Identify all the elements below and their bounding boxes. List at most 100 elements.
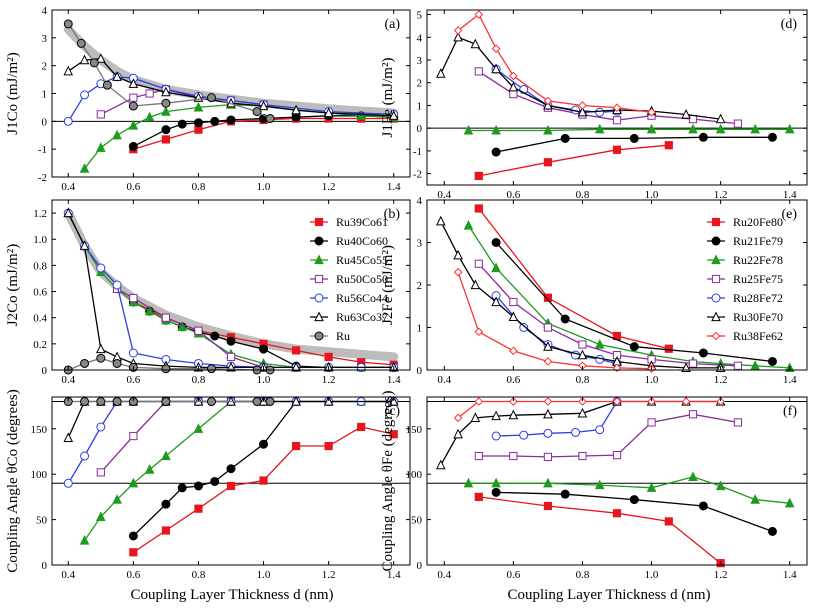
x-tick-label: 1.0 — [257, 374, 271, 386]
data-point-Ru56Co44 — [96, 263, 106, 273]
data-point-Ru25Fe75 — [578, 340, 587, 349]
data-point-Ru40Co60 — [226, 464, 236, 474]
data-point-Ru30Fe70 — [508, 311, 519, 321]
data-point-Ru — [265, 114, 275, 124]
data-point-Ru30Fe70 — [543, 408, 553, 419]
data-point-Ru20Fe80 — [543, 158, 553, 167]
data-point-Ru30Fe70 — [453, 31, 463, 42]
data-point-Ru22Fe78 — [594, 479, 605, 490]
x-tick-label: 0.6 — [506, 189, 520, 201]
data-point-Ru22Fe78 — [491, 262, 501, 273]
data-point-Ru — [252, 107, 262, 117]
x-tick-label: 0.6 — [126, 181, 140, 193]
data-point-Ru63Co37 — [96, 53, 106, 63]
x-tick-label: 0.8 — [576, 569, 590, 581]
data-point-Ru — [206, 397, 216, 407]
data-point-Ru39Co61 — [291, 346, 301, 355]
data-point-Ru40Co60 — [226, 336, 236, 346]
data-point-Ru38Fe62 — [612, 103, 622, 113]
x-tick-label: 0.4 — [61, 569, 75, 581]
data-point-Ru56Co44 — [80, 90, 90, 100]
y-tick-label: 150 — [31, 424, 48, 436]
x-tick-label: 1.2 — [714, 189, 728, 201]
data-point-Ru25Fe75 — [647, 418, 656, 427]
data-point-Ru25Fe75 — [509, 297, 518, 307]
y-tick-label: -1 — [413, 146, 422, 158]
data-point-Ru38Fe62 — [647, 397, 656, 406]
data-point-Ru56Co44 — [63, 478, 73, 488]
data-point-Ru22Fe78 — [715, 123, 726, 134]
y-tick-label: 0.6 — [33, 287, 47, 299]
x-tick-label: 1.2 — [714, 569, 728, 581]
data-point-Ru25Fe75 — [474, 259, 483, 268]
series-line-Ru20Fe80 — [478, 208, 669, 350]
chart-panel-d: 0.4 0.6 0.8 1.0 1.2 1.4 -2 -1 0 1 2 3 4 5 (d) J1Fe (mJ/… — [380, 9, 808, 201]
data-point-Ru63Co37 — [291, 104, 301, 115]
data-point-Ru30Fe70 — [508, 409, 519, 420]
data-point-Ru50Co50 — [145, 89, 154, 98]
data-point-Ru45Co55 — [79, 534, 90, 545]
data-point-Ru22Fe78 — [491, 477, 501, 488]
series-line-Ru63Co37 — [67, 212, 394, 369]
x-tick-label: 0.8 — [576, 189, 590, 201]
data-point-Ru25Fe75 — [612, 116, 622, 125]
panels: 0.4 0.6 0.8 1.0 1.2 1.4 -2 -1 0 1 2 3 4 (a) J1Co (mJ/m… — [5, 5, 808, 581]
x-tick-label: 0.8 — [192, 181, 206, 193]
data-point-Ru38Fe62 — [578, 397, 587, 406]
data-point-Ru22Fe78 — [688, 123, 698, 134]
y-tick-label: 3 — [417, 55, 423, 67]
data-point-Ru40Co60 — [291, 112, 301, 122]
series-line-Ru40Co60 — [132, 400, 394, 537]
data-point-Ru56Co44 — [128, 348, 138, 358]
legend-marker-Ru45Co55 — [314, 254, 324, 265]
data-point-Ru21Fe79 — [491, 238, 501, 247]
x-tick-label: 1.4 — [387, 181, 401, 193]
data-point-Ru39Co61 — [389, 430, 398, 439]
legend-label-Ru56Co44: Ru56Co44 — [336, 291, 388, 305]
x-tick-label: 0.4 — [437, 374, 451, 386]
x-axis-label-right: Coupling Layer Thickness d (nm) — [507, 587, 710, 603]
data-point-Ru — [89, 58, 99, 68]
data-point-Ru40Co60 — [161, 125, 171, 135]
series-line-Ru20Fe80 — [478, 496, 722, 564]
series-line-Ru25Fe75 — [478, 263, 738, 367]
data-point-Ru50Co50 — [129, 293, 138, 303]
data-point-Ru20Fe80 — [543, 293, 553, 302]
data-point-Ru25Fe75 — [733, 119, 743, 128]
data-point-Ru22Fe78 — [784, 497, 795, 508]
y-tick-label: 1 — [417, 323, 423, 335]
data-point-Ru45Co55 — [96, 511, 106, 521]
data-point-Ru38Fe62 — [453, 413, 463, 423]
data-point-Ru21Fe79 — [698, 132, 708, 142]
data-point-Ru63Co37 — [63, 65, 74, 76]
data-point-Ru38Fe62 — [543, 357, 553, 366]
data-point-Ru38Fe62 — [647, 107, 656, 117]
data-point-Ru40Co60 — [161, 499, 171, 509]
data-point-Ru56Co44 — [96, 422, 106, 432]
legend-marker-Ru30Fe70 — [711, 311, 721, 322]
y-tick-label: 1.0 — [33, 234, 47, 246]
legend-marker-Ru28Fe72 — [711, 293, 721, 303]
data-point-Ru — [128, 101, 138, 111]
y-tick-label: 0 — [42, 365, 48, 377]
legend-marker-Ru38Fe62 — [711, 331, 721, 341]
data-point-Ru20Fe80 — [474, 204, 483, 213]
data-point-Ru30Fe70 — [715, 113, 726, 124]
y-tick-label: 2 — [42, 61, 48, 73]
data-point-Ru45Co55 — [112, 494, 122, 504]
data-point-Ru63Co37 — [128, 78, 139, 88]
x-tick-label: 0.4 — [437, 569, 451, 581]
legend-label-Ru21Fe79: Ru21Fe79 — [733, 234, 783, 248]
data-point-Ru38Fe62 — [543, 96, 553, 106]
data-point-Ru20Fe80 — [543, 501, 553, 511]
x-tick-label: 0.6 — [126, 569, 140, 581]
data-point-Ru25Fe75 — [733, 418, 743, 427]
data-point-Ru20Fe80 — [612, 509, 622, 518]
y-tick-label: 0.2 — [33, 339, 47, 351]
data-point-Ru63Co37 — [291, 361, 301, 372]
x-tick-label: 0.4 — [61, 181, 75, 193]
data-point-Ru50Co50 — [129, 93, 138, 102]
data-point-Ru20Fe80 — [612, 145, 622, 154]
legend-marker-Ru20Fe80 — [711, 217, 721, 227]
